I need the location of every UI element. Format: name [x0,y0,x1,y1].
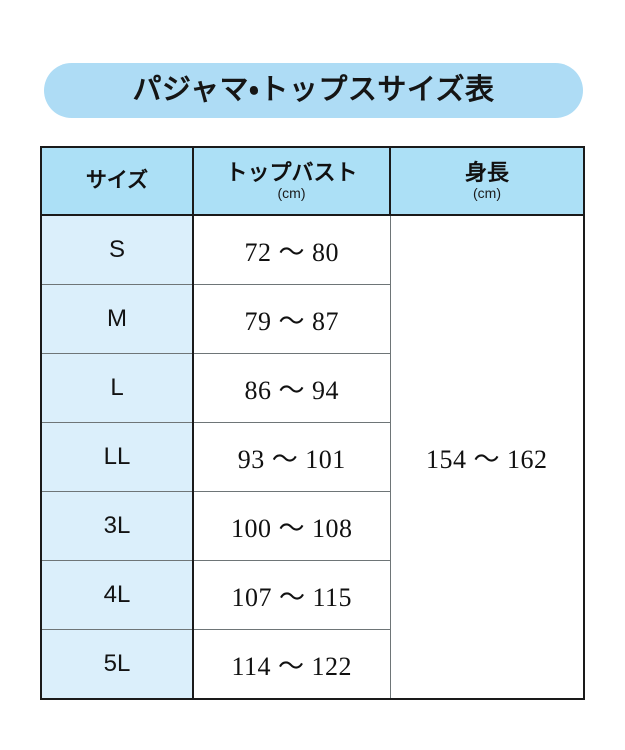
table-row: 4L 107 〜 115 [41,560,584,630]
table-row: S 72 〜 80 154 〜 162 [41,215,584,699]
column-header-top-bust-label: トップバスト [225,159,358,185]
cell-top-bust: 114 〜 122 [193,629,391,699]
column-header-size: サイズ [41,147,194,216]
column-header-height-label: 身長 [464,159,509,185]
table-row: LL 93 〜 101 [41,422,584,492]
table-body: S 72 〜 80 154 〜 162 M 79 〜 87 L 86 〜 94 … [41,215,584,699]
cell-top-bust: 79 〜 87 [193,284,391,354]
cell-top-bust: 107 〜 115 [193,560,391,630]
table-row: 3L 100 〜 108 [41,491,584,561]
table-row: 5L 114 〜 122 [41,629,584,699]
cell-height-merged: 154 〜 162 [390,215,584,699]
cell-size: L [41,353,194,423]
column-header-height-unit: (cm) [473,185,501,201]
size-table: サイズ トップバスト (cm) 身長 (cm) S 72 〜 80 154 〜 … [40,146,585,700]
cell-size: 4L [41,560,194,630]
cell-top-bust: 72 〜 80 [193,215,391,285]
cell-top-bust: 93 〜 101 [193,422,391,492]
table-header-row: サイズ トップバスト (cm) 身長 (cm) [41,147,584,216]
title-banner: パジャマ・トップスサイズ表 [44,63,583,118]
table-row: M 79 〜 87 [41,284,584,354]
cell-top-bust: 100 〜 108 [193,491,391,561]
cell-size: 3L [41,491,194,561]
column-header-size-label: サイズ [85,168,149,192]
cell-size: M [41,284,194,354]
cell-top-bust: 86 〜 94 [193,353,391,423]
cell-size: 5L [41,629,194,699]
cell-size: S [41,215,194,285]
cell-size: LL [41,422,194,492]
table-header: サイズ トップバスト (cm) 身長 (cm) [41,147,584,216]
column-header-top-bust: トップバスト (cm) [193,147,391,216]
page-title: パジャマ・トップスサイズ表 [132,74,495,106]
column-header-height: 身長 (cm) [390,147,584,216]
column-header-top-bust-unit: (cm) [277,185,306,201]
table-row: L 86 〜 94 [41,353,584,423]
